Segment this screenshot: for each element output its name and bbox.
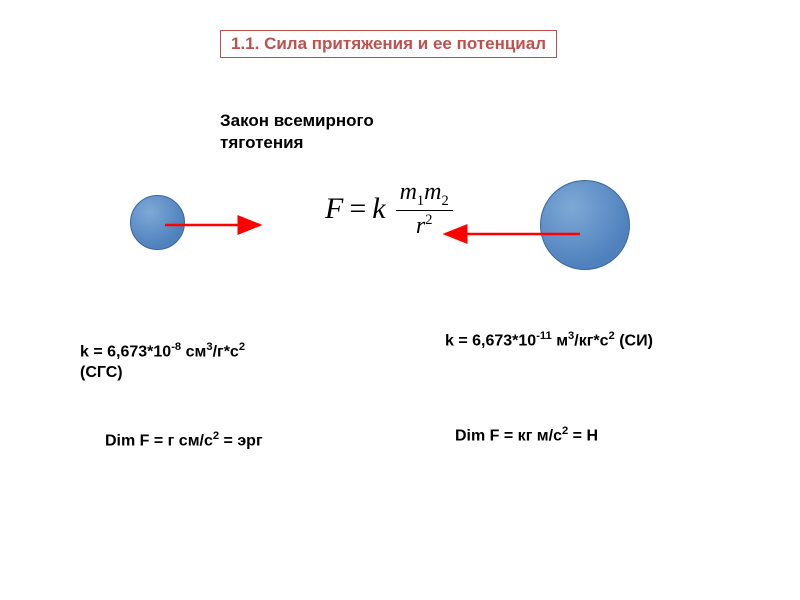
- constant-cgs: k = 6,673*10-8 см3/г*с2 (СГС): [80, 340, 245, 384]
- constant-si: k = 6,673*10-11 м3/кг*с2 (СИ): [445, 330, 653, 350]
- mass-large-circle: [540, 180, 630, 270]
- gravity-formula: F = k m1m2 r2: [325, 180, 453, 238]
- formula-numerator: m1m2: [396, 180, 453, 211]
- section-title-box: 1.1. Сила притяжения и ее потенциал: [220, 30, 557, 58]
- formula-fraction: m1m2 r2: [396, 180, 453, 238]
- dimension-si: Dim F = кг м/с2 = Н: [455, 425, 598, 445]
- force-arrow-right: [0, 0, 800, 600]
- formula-eq: =: [349, 192, 366, 226]
- dimension-cgs: Dim F = г см/с2 = эрг: [105, 430, 263, 450]
- mass-small-circle: [130, 195, 185, 250]
- section-title: 1.1. Сила притяжения и ее потенциал: [231, 34, 546, 53]
- subtitle-text: Закон всемирноготяготения: [220, 111, 374, 152]
- subtitle-label: Закон всемирноготяготения: [220, 110, 374, 154]
- formula-denominator: r2: [416, 211, 433, 238]
- formula-F: F: [325, 192, 343, 226]
- formula-k: k: [372, 192, 385, 226]
